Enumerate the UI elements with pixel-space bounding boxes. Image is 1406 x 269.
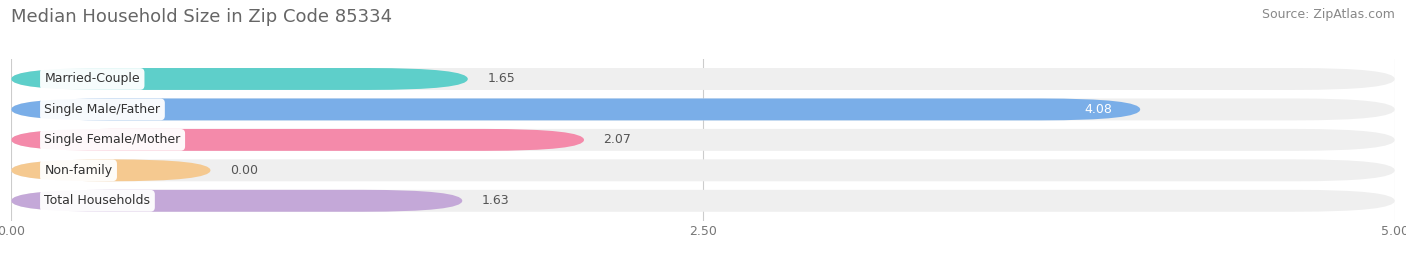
FancyBboxPatch shape (11, 159, 211, 181)
Text: 4.08: 4.08 (1084, 103, 1112, 116)
Text: Non-family: Non-family (45, 164, 112, 177)
FancyBboxPatch shape (11, 68, 1395, 90)
FancyBboxPatch shape (11, 129, 583, 151)
Text: Single Female/Mother: Single Female/Mother (45, 133, 181, 146)
Text: 1.65: 1.65 (486, 72, 515, 86)
Text: 1.63: 1.63 (482, 194, 509, 207)
FancyBboxPatch shape (11, 190, 1395, 212)
Text: 0.00: 0.00 (229, 164, 257, 177)
FancyBboxPatch shape (11, 98, 1395, 121)
Text: Total Households: Total Households (45, 194, 150, 207)
Text: Single Male/Father: Single Male/Father (45, 103, 160, 116)
FancyBboxPatch shape (11, 159, 1395, 181)
Text: 2.07: 2.07 (603, 133, 631, 146)
Text: Married-Couple: Married-Couple (45, 72, 141, 86)
FancyBboxPatch shape (11, 98, 1140, 121)
FancyBboxPatch shape (11, 68, 468, 90)
FancyBboxPatch shape (11, 190, 463, 212)
FancyBboxPatch shape (11, 129, 1395, 151)
Text: Median Household Size in Zip Code 85334: Median Household Size in Zip Code 85334 (11, 8, 392, 26)
Text: Source: ZipAtlas.com: Source: ZipAtlas.com (1261, 8, 1395, 21)
